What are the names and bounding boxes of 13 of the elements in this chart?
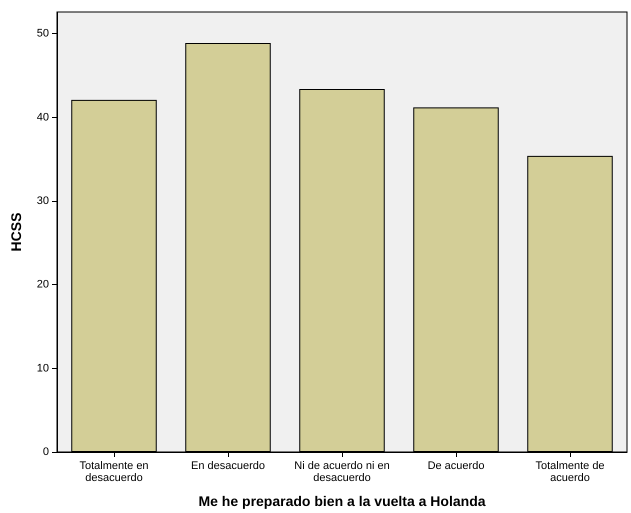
- y-tick-label: 40: [36, 111, 49, 124]
- x-tick-label: Ni de acuerdo ni en desacuerdo: [294, 460, 390, 484]
- x-tick-label: Totalmente de acuerdo: [535, 460, 605, 484]
- y-tick-label: 0: [42, 446, 49, 458]
- y-tick-label: 30: [36, 195, 49, 208]
- x-tick-label: En desacuerdo: [191, 460, 265, 472]
- y-axis-title: HCSS: [8, 212, 24, 252]
- x-axis-title: Me he preparado bien a la vuelta a Holanda: [198, 493, 486, 509]
- y-tick-label: 50: [36, 28, 49, 40]
- y-tick-label: 20: [36, 278, 49, 291]
- x-tick-label: De acuerdo: [428, 460, 484, 472]
- x-tick-label: Totalmente en desacuerdo: [79, 460, 149, 484]
- y-tick-label: 10: [36, 362, 49, 374]
